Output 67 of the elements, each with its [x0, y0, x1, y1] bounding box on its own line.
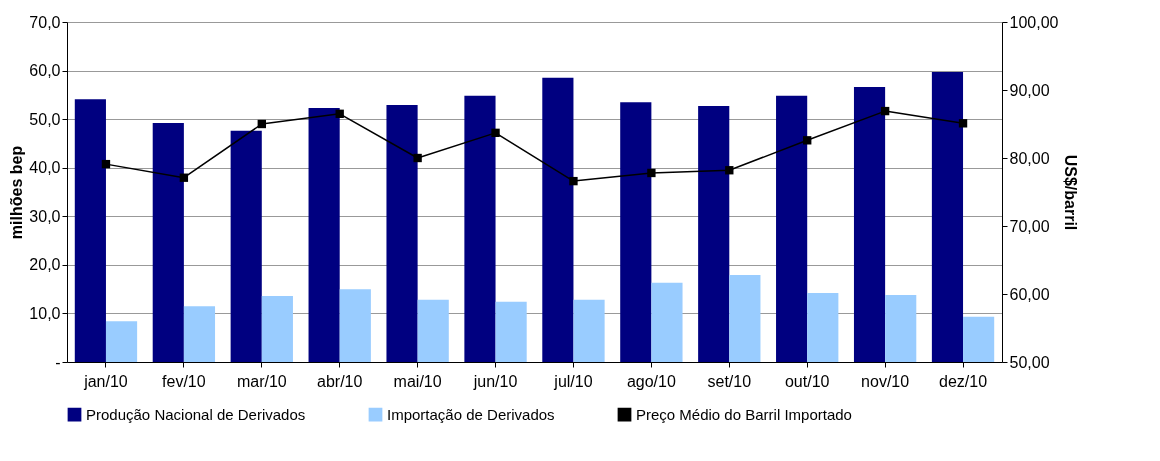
point [101, 159, 111, 169]
y-tick-label: 60,0 [29, 62, 61, 80]
y-tick-label: 20,0 [29, 256, 61, 274]
y-axis-title: milhões bep [8, 145, 26, 240]
y-tick-label: 50,0 [29, 110, 61, 128]
bar [651, 282, 683, 362]
x-tick-label: abr/10 [317, 372, 363, 390]
bar [417, 299, 449, 362]
x-tick-label: fev/10 [162, 372, 206, 390]
bar [495, 301, 527, 362]
legend-label: Importação de Derivados [387, 405, 555, 423]
point [647, 168, 656, 178]
y-tick-label: 40,0 [29, 159, 61, 177]
point [803, 136, 812, 145]
legend-label: Produção Nacional de Derivados [86, 405, 306, 423]
x-tick-label: mar/10 [236, 372, 287, 390]
y-tick-label: 30,0 [29, 207, 61, 225]
bar [931, 72, 964, 362]
bar [261, 295, 293, 362]
point [335, 109, 344, 118]
bar [386, 105, 418, 362]
y-tick-label: 10,0 [29, 304, 61, 322]
bar [339, 289, 371, 362]
bar [885, 294, 917, 362]
y2-tick-label: 90,00 [1009, 81, 1050, 99]
bar [105, 321, 138, 362]
point [880, 106, 890, 116]
point [257, 119, 266, 129]
point [958, 119, 968, 128]
bar [183, 306, 216, 362]
bar [776, 95, 808, 362]
point [725, 166, 734, 175]
point [569, 176, 578, 186]
x-tick-label: ago/10 [626, 372, 676, 390]
x-tick-label: jun/10 [472, 372, 518, 390]
x-tick-label: jul/10 [553, 372, 593, 390]
bar [963, 316, 995, 362]
bar [230, 130, 262, 362]
y2-axis-title: US$/barril [1062, 154, 1080, 231]
point [179, 173, 189, 182]
y2-tick-label: 80,00 [1009, 149, 1050, 167]
x-tick-label: mai/10 [393, 372, 442, 390]
bar [542, 77, 574, 362]
bar [729, 275, 761, 362]
bar [464, 95, 496, 362]
bar [698, 106, 730, 362]
x-tick-label: set/10 [707, 372, 752, 390]
x-tick-label: out/10 [784, 372, 830, 390]
x-tick-label: jan/10 [83, 372, 128, 390]
bar [807, 293, 839, 362]
x-tick-label: dez/10 [939, 372, 988, 390]
bar [152, 123, 184, 362]
bar [853, 87, 886, 362]
legend-label: Preço Médio do Barril Importado [636, 405, 852, 423]
bar [573, 299, 605, 362]
y2-tick-label: 70,00 [1009, 217, 1050, 235]
bar [74, 99, 106, 362]
bar [308, 107, 340, 362]
x-tick-label: nov/10 [861, 372, 910, 390]
bar [620, 102, 652, 362]
y-tick-label: 70,0 [29, 13, 61, 31]
y2-tick-label: 100,00 [1009, 13, 1059, 31]
y-tick-label: - [55, 353, 61, 371]
y2-tick-label: 60,00 [1009, 285, 1050, 303]
point [491, 128, 500, 138]
y2-tick-label: 50,00 [1009, 353, 1050, 371]
point [413, 153, 422, 163]
